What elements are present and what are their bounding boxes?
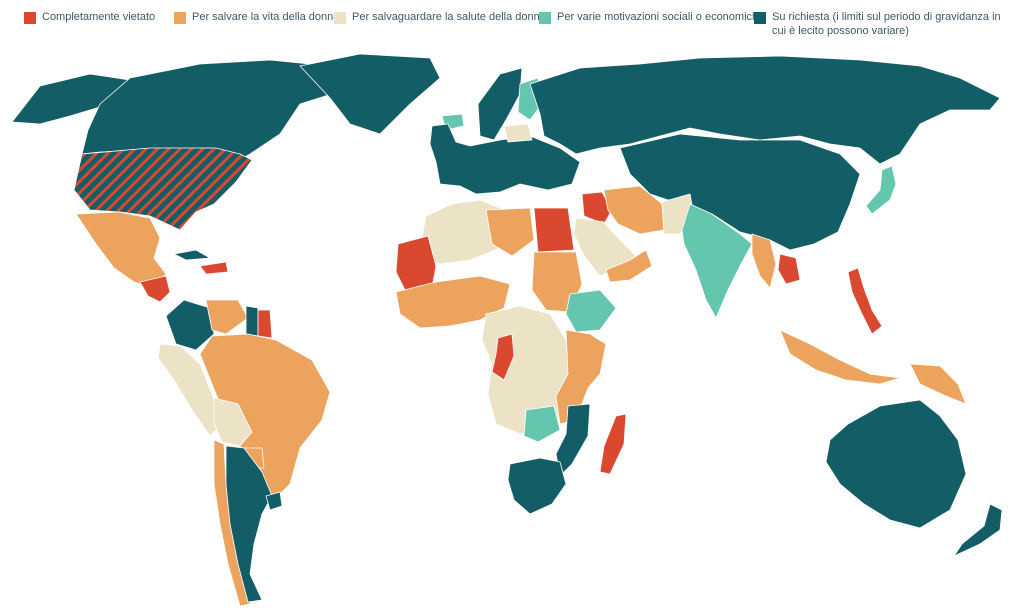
region-madagascar bbox=[599, 413, 627, 475]
region-south-africa bbox=[507, 457, 567, 515]
region-united-states bbox=[73, 147, 253, 231]
region-congo bbox=[491, 333, 515, 381]
map-legend: Completamente vietato Per salvare la vit… bbox=[24, 10, 1016, 44]
region-myanmar bbox=[751, 233, 777, 289]
region-japan bbox=[865, 165, 897, 215]
legend-item-banned: Completamente vietato bbox=[24, 10, 155, 24]
region-suriname bbox=[257, 309, 273, 339]
region-central-america bbox=[139, 275, 171, 303]
legend-swatch-banned bbox=[24, 12, 36, 24]
region-zambia bbox=[523, 405, 561, 443]
region-bolivia bbox=[213, 397, 253, 447]
region-yemen-oman bbox=[605, 249, 653, 283]
region-venezuela bbox=[205, 299, 249, 335]
region-peru-ecuador bbox=[157, 343, 223, 437]
legend-label-banned: Completamente vietato bbox=[42, 11, 156, 23]
legend-label-health: Per salvaguardare la salute della donna bbox=[352, 11, 546, 23]
region-uruguay bbox=[265, 491, 283, 511]
region-egypt bbox=[533, 207, 575, 253]
region-poland bbox=[503, 123, 533, 143]
region-china bbox=[619, 133, 861, 251]
region-greenland bbox=[299, 53, 441, 135]
legend-item-life: Per salvare la vita della donna bbox=[174, 10, 339, 24]
region-colombia bbox=[165, 299, 215, 351]
region-india bbox=[681, 203, 753, 319]
legend-swatch-life bbox=[174, 12, 186, 24]
region-scandinavia bbox=[477, 67, 523, 141]
region-australia bbox=[825, 399, 967, 529]
region-argentina bbox=[225, 445, 273, 603]
legend-label-life: Per salvare la vita della donna bbox=[192, 11, 340, 23]
region-western-europe bbox=[429, 123, 581, 195]
legend-label-request: Su richiesta (i limiti sul periodo di gr… bbox=[772, 11, 1001, 37]
region-hispaniola bbox=[199, 261, 229, 275]
region-new-zealand bbox=[953, 503, 1003, 557]
region-new-guinea bbox=[909, 363, 967, 405]
region-cuba bbox=[173, 249, 211, 261]
world-map bbox=[11, 53, 1003, 607]
region-mexico bbox=[75, 211, 167, 289]
legend-swatch-request bbox=[754, 12, 766, 24]
region-iraq bbox=[581, 191, 613, 225]
legend-item-health: Per salvaguardare la salute della donna bbox=[334, 10, 546, 24]
legend-item-socio: Per varie motivazioni sociali o economic… bbox=[539, 10, 764, 24]
region-east-africa bbox=[555, 329, 607, 425]
region-mozambique bbox=[555, 403, 591, 477]
legend-swatch-socio bbox=[539, 12, 551, 24]
region-libya bbox=[485, 207, 535, 257]
region-iran bbox=[603, 185, 665, 235]
region-philippines bbox=[847, 267, 883, 335]
region-indonesia bbox=[779, 329, 901, 385]
legend-label-socio: Per varie motivazioni sociali o economic… bbox=[557, 11, 765, 23]
legend-swatch-health bbox=[334, 12, 346, 24]
region-laos bbox=[777, 253, 801, 285]
region-russia bbox=[529, 55, 1001, 165]
region-ethiopia bbox=[565, 289, 617, 333]
region-guyana bbox=[245, 305, 259, 337]
legend-item-request: Su richiesta (i limiti sul periodo di gr… bbox=[754, 10, 1016, 38]
region-chile bbox=[213, 439, 251, 607]
region-brazil bbox=[199, 333, 331, 501]
